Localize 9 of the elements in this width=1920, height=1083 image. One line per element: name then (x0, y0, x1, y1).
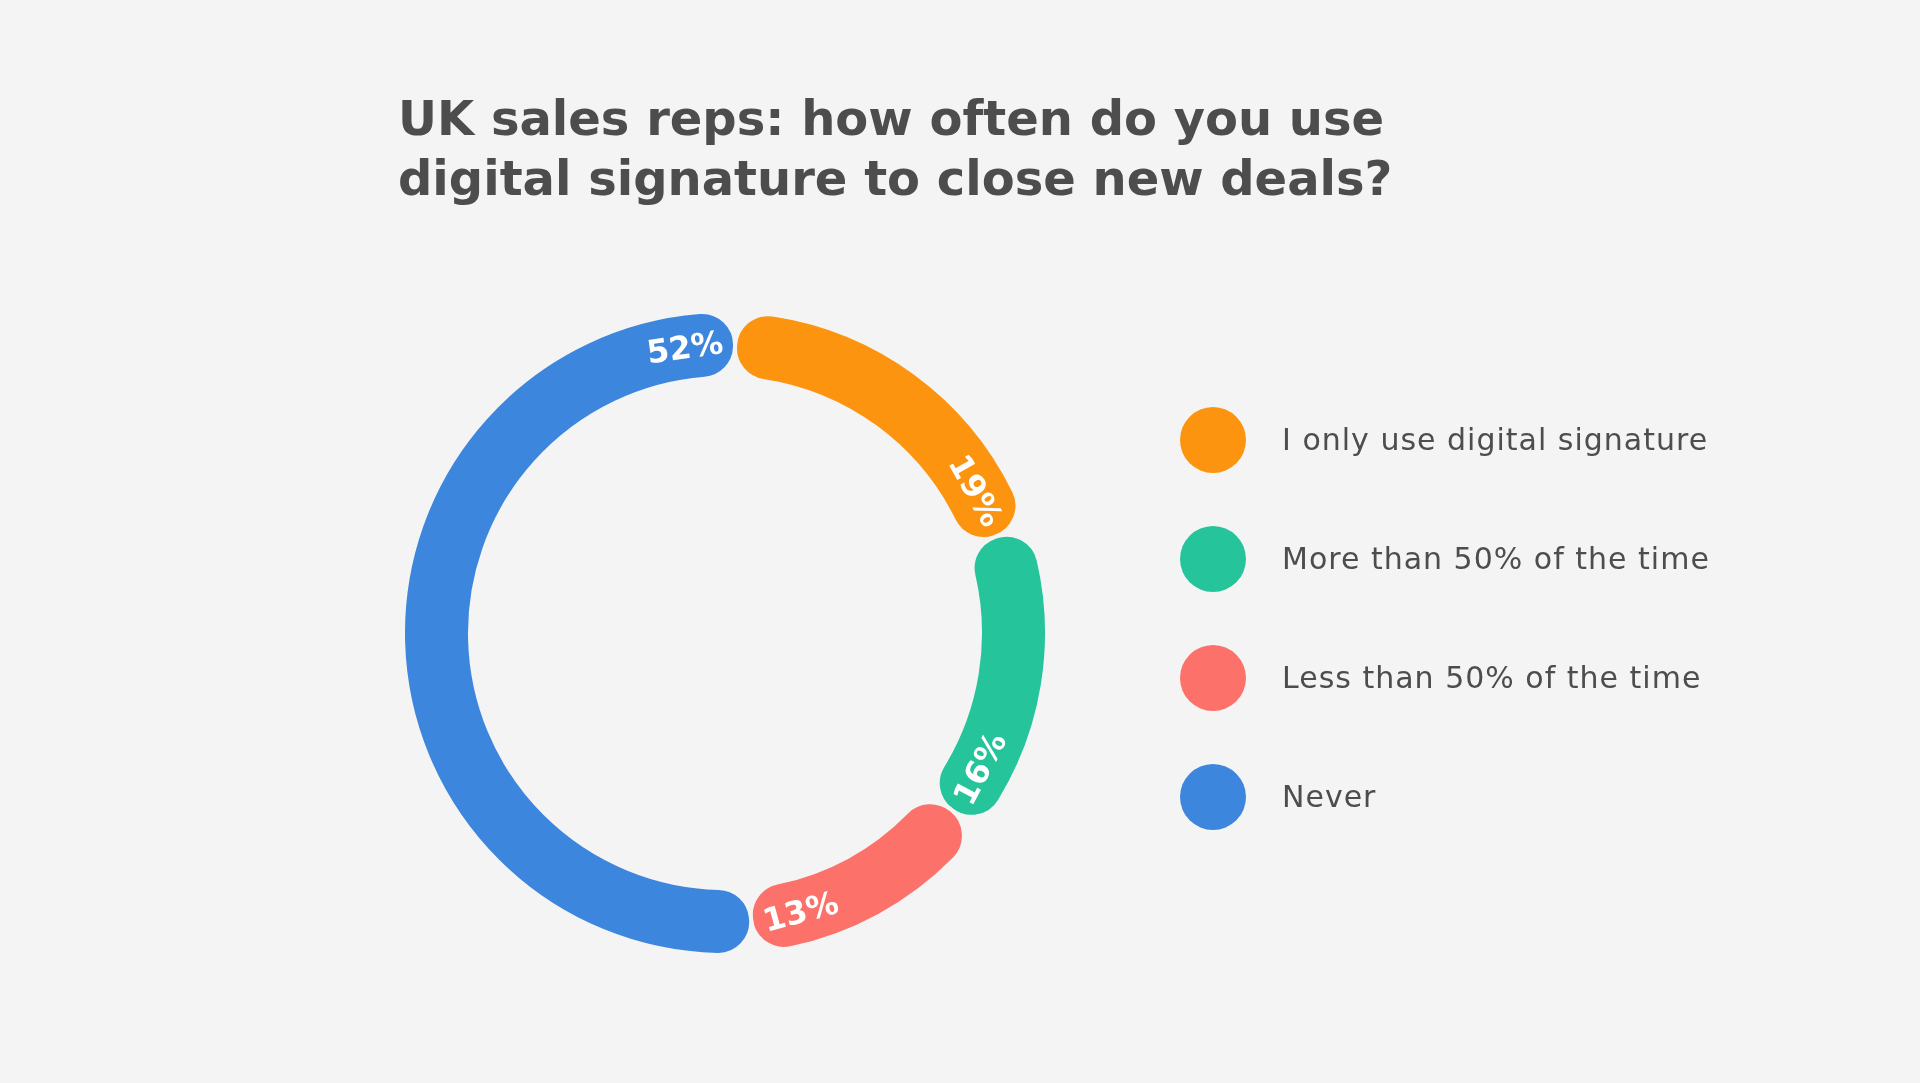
data-label: 19% (940, 447, 1012, 534)
legend-label: Never (1282, 779, 1377, 814)
legend-label: Less than 50% of the time (1282, 660, 1702, 695)
data-label: 13% (758, 883, 843, 940)
data-label: 52% (644, 323, 726, 372)
chart-title: UK sales reps: how often do you use digital signature to close new deals? (398, 89, 1394, 208)
legend-label: More than 50% of the time (1282, 541, 1710, 576)
data-label: 16% (944, 725, 1015, 812)
legend-label: I only use digital signature (1282, 422, 1709, 457)
